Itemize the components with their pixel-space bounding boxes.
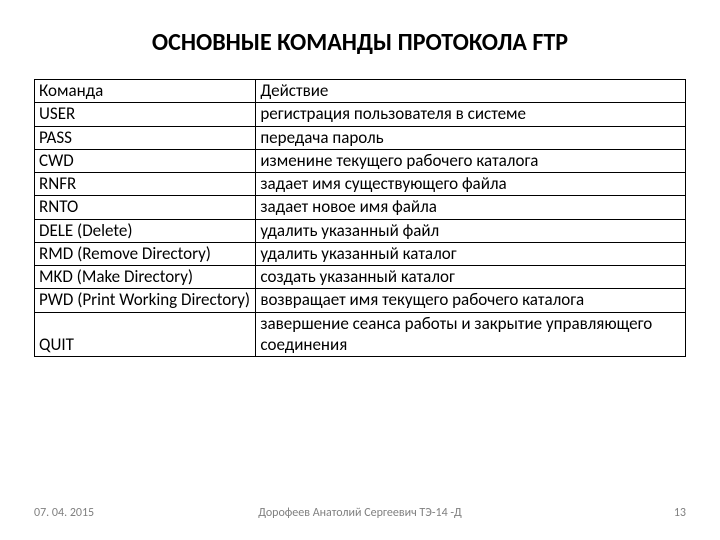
cell-command: PWD (Print Working Directory) bbox=[35, 289, 256, 312]
cell-action: изменине текущего рабочего каталога bbox=[256, 149, 686, 172]
cell-command: RMD (Remove Directory) bbox=[35, 242, 256, 265]
table-row: RNTO задает новое имя файла bbox=[35, 196, 686, 219]
table-header-row: Команда Действие bbox=[35, 80, 686, 103]
cell-command: USER bbox=[35, 103, 256, 126]
slide-footer: 07. 04. 2015 Дорофеев Анатолий Сергеевич… bbox=[0, 506, 720, 520]
table-row: DELE (Delete) удалить указанный файл bbox=[35, 219, 686, 242]
header-cell-action: Действие bbox=[256, 80, 686, 103]
cell-command: DELE (Delete) bbox=[35, 219, 256, 242]
cell-command: MKD (Make Directory) bbox=[35, 266, 256, 289]
cell-command: QUIT bbox=[35, 312, 256, 357]
cell-action: задает новое имя файла bbox=[256, 196, 686, 219]
cell-action: создать указанный каталог bbox=[256, 266, 686, 289]
table-row: PASS передача пароль bbox=[35, 126, 686, 149]
table-row: USER регистрация пользователя в системе bbox=[35, 103, 686, 126]
cell-action: задает имя существующего файла bbox=[256, 173, 686, 196]
cell-command: CWD bbox=[35, 149, 256, 172]
cell-action: удалить указанный каталог bbox=[256, 242, 686, 265]
cell-action: возвращает имя текущего рабочего каталог… bbox=[256, 289, 686, 312]
table-row: RNFR задает имя существующего файла bbox=[35, 173, 686, 196]
table-row: RMD (Remove Directory) удалить указанный… bbox=[35, 242, 686, 265]
page-title: ОСНОВНЫЕ КОМАНДЫ ПРОТОКОЛА FTP bbox=[0, 0, 720, 79]
cell-command: PASS bbox=[35, 126, 256, 149]
cell-command: RNTO bbox=[35, 196, 256, 219]
table-row: MKD (Make Directory) создать указанный к… bbox=[35, 266, 686, 289]
ftp-commands-table: Команда Действие USER регистрация пользо… bbox=[34, 79, 686, 357]
table-row: CWD изменине текущего рабочего каталога bbox=[35, 149, 686, 172]
cell-action: регистрация пользователя в системе bbox=[256, 103, 686, 126]
table-row: QUIT завершение сеанса работы и закрытие… bbox=[35, 312, 686, 357]
table-container: Команда Действие USER регистрация пользо… bbox=[0, 79, 720, 357]
cell-action: передача пароль bbox=[256, 126, 686, 149]
cell-command: RNFR bbox=[35, 173, 256, 196]
footer-date: 07. 04. 2015 bbox=[34, 506, 94, 520]
table-row: PWD (Print Working Directory) возвращает… bbox=[35, 289, 686, 312]
cell-action: удалить указанный файл bbox=[256, 219, 686, 242]
cell-action: завершение сеанса работы и закрытие упра… bbox=[256, 312, 686, 357]
footer-author: Дорофеев Анатолий Сергеевич ТЭ-14 -Д bbox=[258, 506, 462, 520]
footer-page-number: 13 bbox=[674, 506, 686, 520]
header-cell-command: Команда bbox=[35, 80, 256, 103]
